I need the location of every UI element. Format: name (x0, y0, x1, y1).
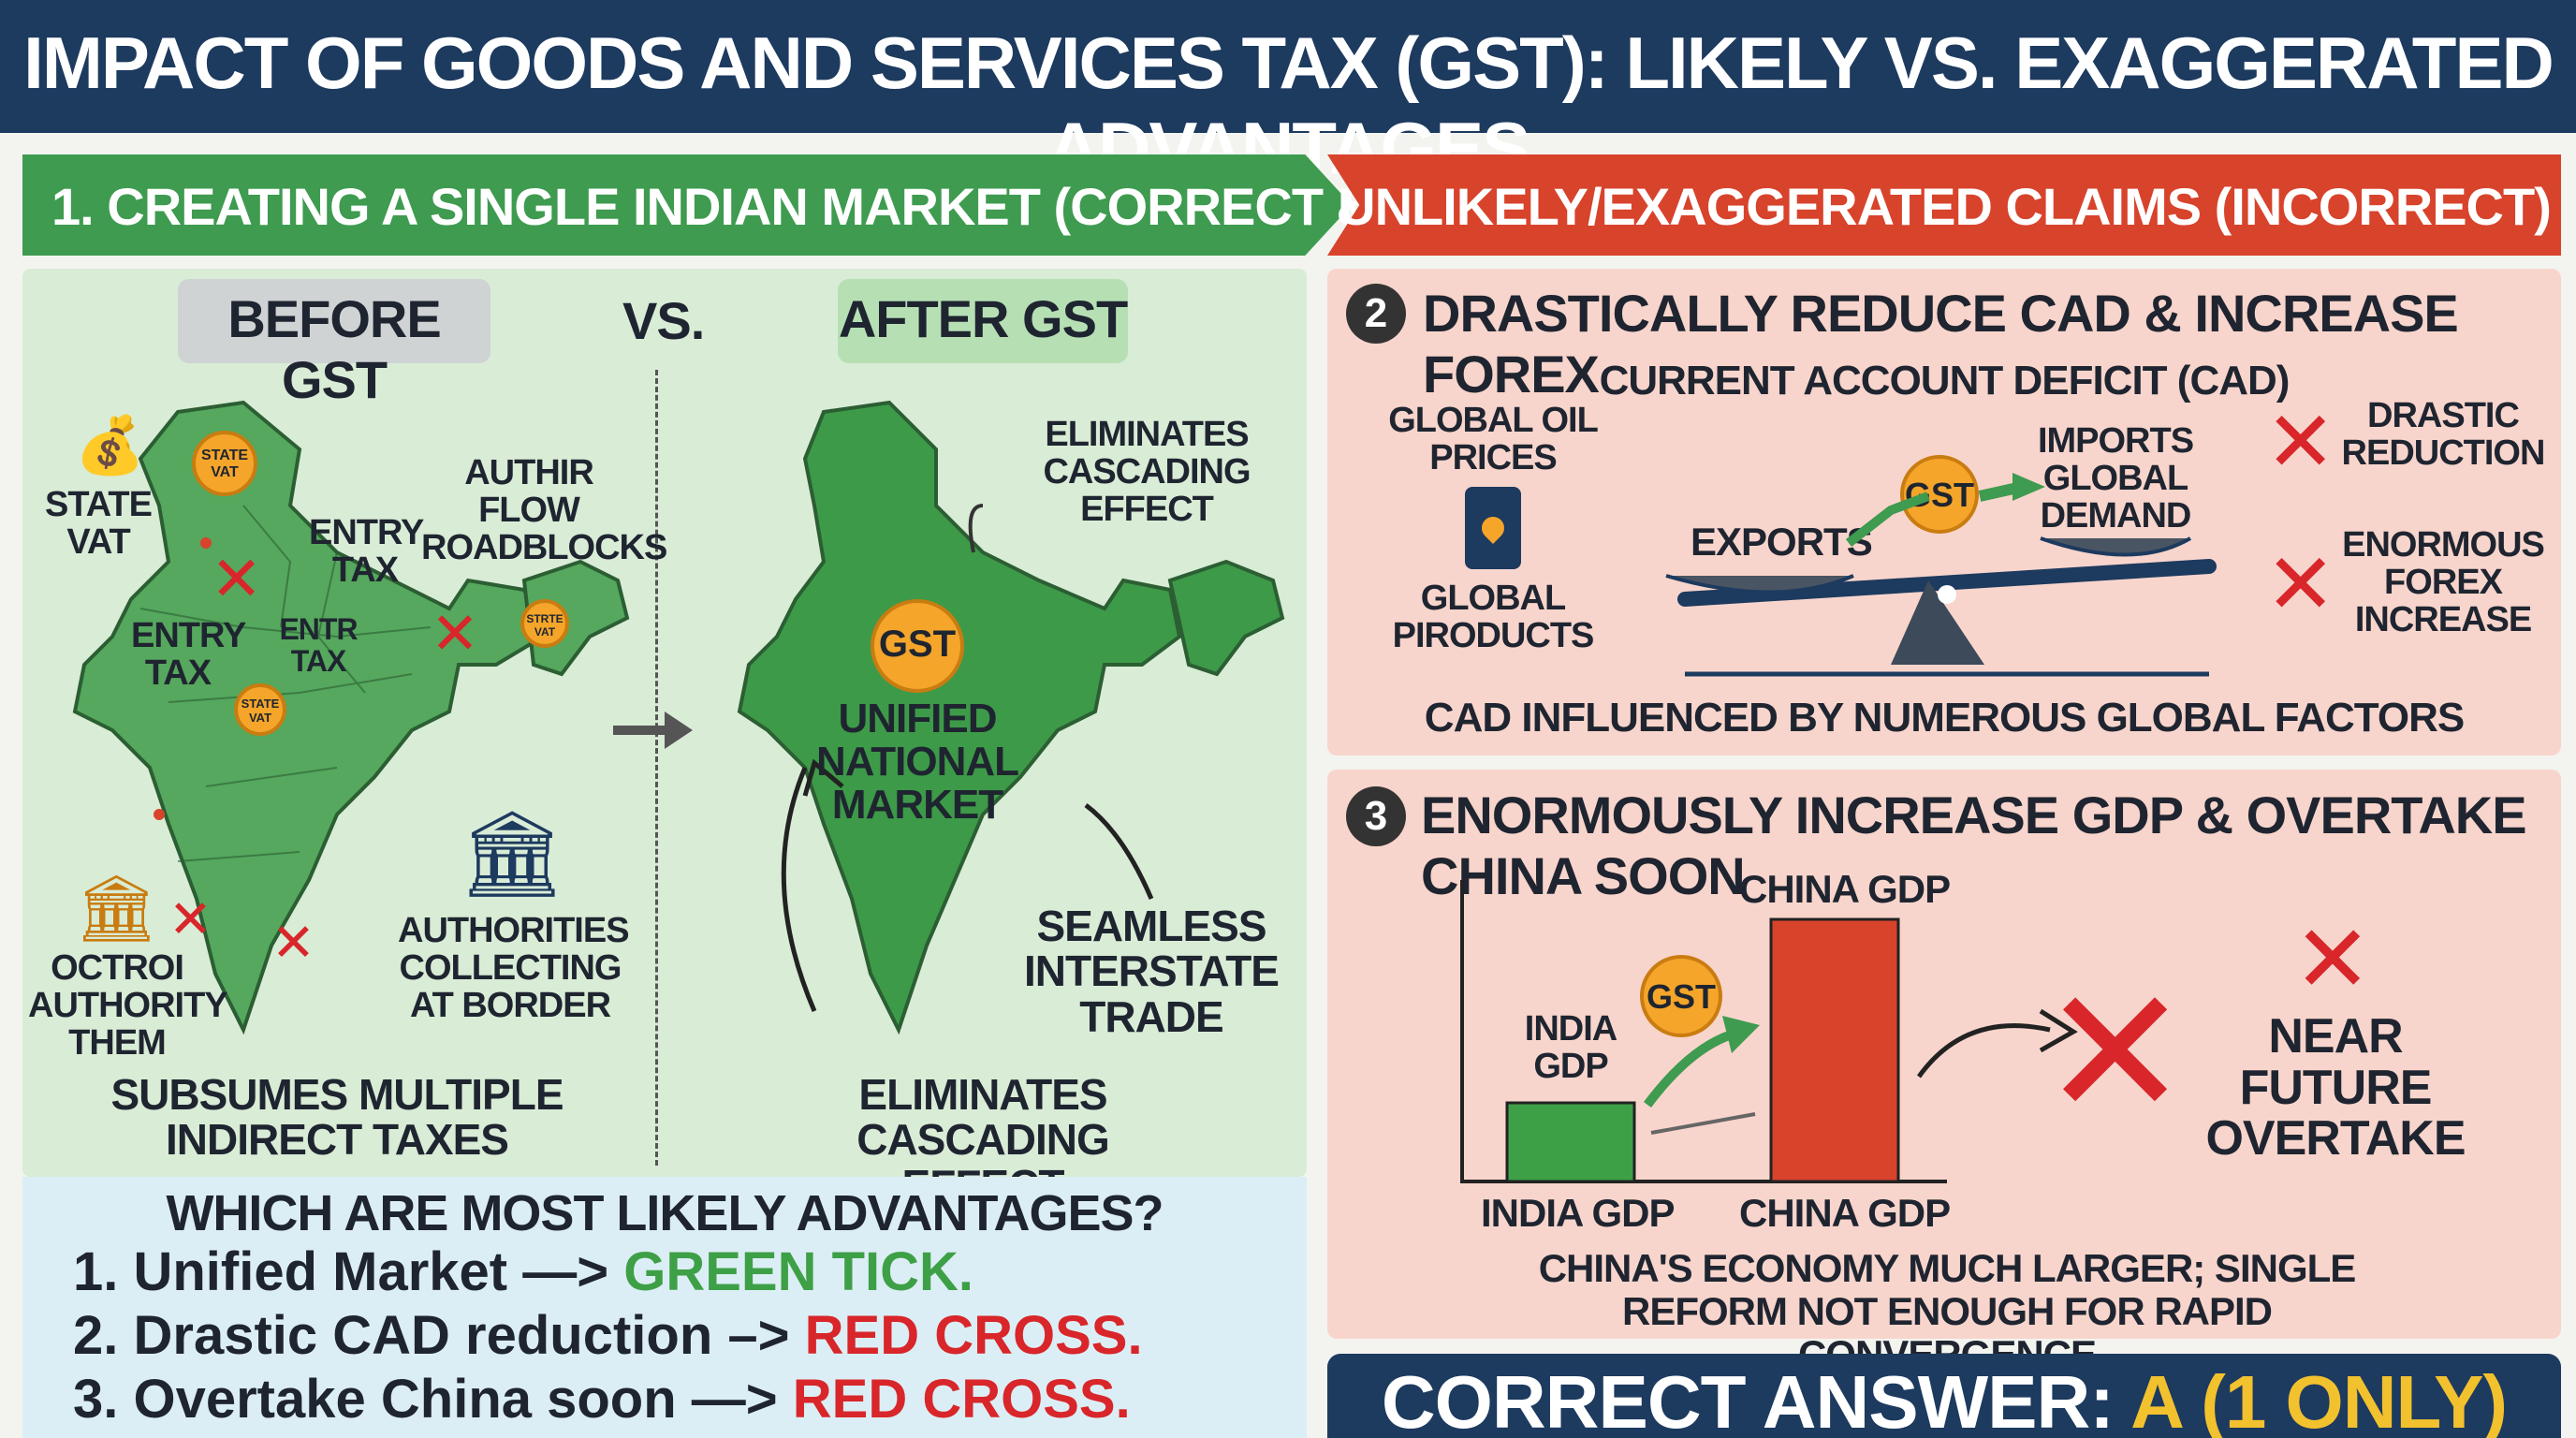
red-cross-icon: ✕ (2265, 536, 2336, 634)
products-label: GLOBAL PIRODUCTS (1392, 579, 1595, 655)
subsumes-label: SUBSUMES MULTIPLE INDIRECT TAXES (110, 1070, 564, 1165)
correct-answer: CORRECT ANSWER: A (1 ONLY) (1327, 1359, 2561, 1438)
divider (655, 370, 658, 1166)
cad-footer: CAD INFLUENCED BY NUMEROUS GLOBAL FACTOR… (1424, 695, 2465, 741)
gdp-panel (1327, 770, 2561, 1339)
octroi-label: OCTROI AUTHORITY THEM (28, 948, 228, 1063)
question-item-3-verdict: RED CROSS. (792, 1369, 1131, 1430)
question-item-1-text: 1. Unified Market —> (73, 1241, 624, 1302)
question-panel (22, 1177, 1307, 1438)
before-gst-label: BEFORE GST (178, 279, 490, 409)
question-item-2-text: 2. Drastic CAD reduction –> (73, 1305, 805, 1366)
left-section-banner (22, 154, 1352, 256)
entry-tax-label-central: ENTR TAX (279, 612, 358, 678)
red-cross-icon: ✕ (168, 889, 212, 950)
india-gdp-axis-label: INDIA GDP (1481, 1191, 1675, 1235)
gst-badge-cad: GST (1900, 455, 1979, 534)
gst-badge-map: GST (871, 599, 964, 693)
roadblocks-label: AUTHIR FLOW ROADBLOCKS (421, 453, 667, 567)
question-item-2-verdict: RED CROSS. (804, 1305, 1143, 1366)
bank-icon: 🏛 (459, 808, 566, 902)
cad-heading: DRASTICALLY REDUCE CAD & INCREASE FOREX (1423, 284, 2459, 404)
balance-scale-icon (1665, 473, 2217, 677)
question-item-3-text: 3. Overtake China soon —> (73, 1369, 793, 1430)
forex-increase-label: ENORMOUS FOREX INCREASE (2342, 525, 2545, 639)
money-bag-icon: 💰 (75, 414, 145, 477)
bank-icon: 🏛 (75, 872, 158, 945)
after-gst-label: AFTER GST (838, 279, 1128, 363)
curved-arrow-icon (1916, 1008, 2078, 1078)
india-gdp-top-label: INDIA GDP (1524, 1009, 1617, 1086)
china-gdp-top-label: CHINA GDP (1739, 867, 1951, 911)
page-title: IMPACT OF GOODS AND SERVICES TAX (GST): … (23, 22, 2554, 189)
authorities-label: AUTHORITIES COLLECTING AT BORDER (398, 911, 630, 1025)
state-vat-badge: STATE VAT (192, 431, 257, 496)
drastic-reduction-label: DRASTIC REDUCTION (2341, 396, 2546, 473)
entry-tax-label-west: ENTRY TAX (131, 616, 246, 693)
cad-number-badge: 2 (1346, 284, 1406, 344)
exports-label: EXPORTS (1690, 520, 1873, 564)
gdp-number-badge: 3 (1346, 786, 1406, 846)
question-item-2: 2. Drastic CAD reduction –> RED CROSS. (73, 1304, 1143, 1367)
cad-subheading: CURRENT ACCOUNT DEFICIT (CAD) (1599, 358, 2291, 404)
india-gdp-bar (1505, 1101, 1636, 1183)
red-cross-icon-large: ✕ (2041, 949, 2190, 1156)
correct-answer-value: A (1 ONLY) (2130, 1360, 2508, 1438)
gst-badge-gdp: GST (1640, 955, 1722, 1037)
right-section-banner-text: UNLIKELY/EXAGGERATED CLAIMS (INCORRECT) (1338, 177, 2552, 236)
state-vat-badge-east: STRTE VAT (520, 599, 569, 648)
title-bar (0, 0, 2576, 133)
answer-bar (1327, 1354, 2561, 1438)
question-title: WHICH ARE MOST LIKELY ADVANTAGES? (166, 1185, 1164, 1241)
oil-prices-label: GLOBAL OIL PRICES (1388, 401, 1599, 477)
transition-arrow-icon (613, 712, 693, 749)
china-gdp-axis-label: CHINA GDP (1739, 1191, 1951, 1235)
red-cross-icon: ✕ (211, 543, 263, 615)
overtake-label: NEAR FUTURE OVERTAKE (2205, 1009, 2466, 1167)
state-vat-label: STATE VAT (45, 485, 153, 562)
imports-label: IMPORTS GLOBAL DEMAND (2037, 421, 2194, 536)
red-cross-icon: ✕ (2265, 393, 2336, 492)
question-item-3: 3. Overtake China soon —> RED CROSS. (73, 1368, 1131, 1431)
seamless-trade-label: SEAMLESS INTERSTATE TRADE (1024, 902, 1280, 1041)
gdp-bar-chart (1460, 880, 1947, 1183)
oil-can-icon (1465, 487, 1521, 569)
question-item-1: 1. Unified Market —> GREEN TICK. (73, 1240, 973, 1303)
india-map-after-icon (737, 400, 1285, 1035)
state-vat-badge-middle: STATE VAT (234, 683, 286, 736)
unified-market-label: UNIFIED NATIONAL MARKET (815, 696, 1019, 829)
china-gdp-bar (1769, 917, 1900, 1183)
right-section-banner (1327, 154, 2561, 256)
left-section-banner-text: 1. CREATING A SINGLE INDIAN MARKET (CORR… (51, 177, 1580, 236)
red-cross-icon: ✕ (271, 913, 315, 974)
red-cross-icon: ✕ (2293, 904, 2372, 1014)
red-cross-icon: ✕ (431, 599, 479, 668)
question-item-1-verdict: GREEN TICK. (623, 1241, 974, 1302)
vs-label: VS. (622, 291, 705, 350)
entry-tax-label-north: ENTRY TAX (309, 513, 424, 590)
gdp-heading: ENORMOUSLY INCREASE GDP & OVERTAKE CHINA… (1421, 785, 2527, 905)
eliminates-cascading-top-label: ELIMINATES CASCADING EFFECT (1043, 415, 1251, 529)
correct-answer-prefix: CORRECT ANSWER: (1381, 1360, 2131, 1438)
